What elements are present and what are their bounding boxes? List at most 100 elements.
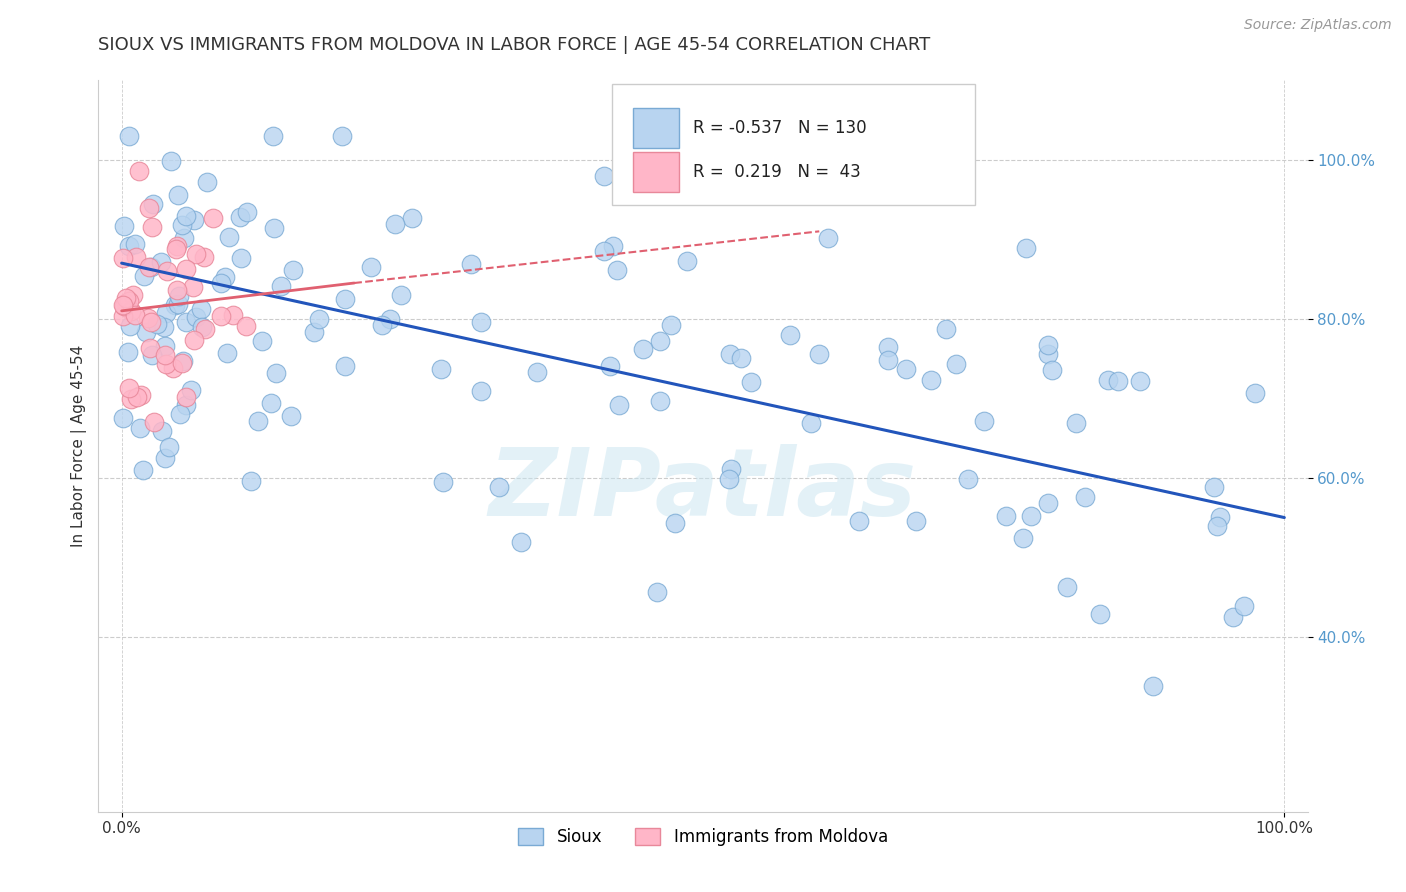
Sioux: [260, 396, 283, 410]
Sioux: [183, 213, 205, 227]
Text: R =  0.219   N =  43: R = 0.219 N = 43: [693, 162, 860, 181]
Sioux: [236, 205, 259, 219]
FancyBboxPatch shape: [633, 108, 679, 148]
Sioux: [877, 353, 900, 368]
Sioux: [488, 480, 510, 494]
Sioux: [1019, 508, 1042, 523]
Sioux: [510, 535, 533, 549]
Sioux: [607, 398, 630, 412]
Sioux: [155, 306, 177, 320]
Sioux: [330, 128, 353, 143]
Text: R = -0.537   N = 130: R = -0.537 N = 130: [693, 119, 868, 136]
Sioux: [252, 334, 274, 349]
Sioux: [141, 348, 163, 362]
Sioux: [526, 365, 548, 379]
Sioux: [401, 211, 423, 225]
Sioux: [920, 373, 942, 387]
Sioux: [720, 461, 742, 475]
Sioux: [470, 315, 492, 329]
Sioux: [1088, 607, 1111, 621]
Sioux: [262, 128, 284, 143]
Sioux: [470, 384, 492, 398]
Sioux: [1056, 581, 1078, 595]
Sioux: [153, 339, 176, 353]
Sioux: [174, 315, 197, 329]
Sioux: [302, 325, 325, 339]
Legend: Sioux, Immigrants from Moldova: Sioux, Immigrants from Moldova: [510, 820, 896, 855]
Sioux: [371, 318, 394, 333]
Immigrants from Moldova: [172, 356, 194, 370]
Sioux: [218, 230, 240, 244]
FancyBboxPatch shape: [633, 152, 679, 192]
Immigrants from Moldova: [211, 309, 233, 323]
Sioux: [117, 345, 139, 359]
Sioux: [176, 398, 198, 412]
Sioux: [246, 414, 269, 428]
Sioux: [1205, 519, 1227, 533]
Sioux: [333, 359, 356, 373]
Sioux: [1107, 374, 1129, 388]
Sioux: [132, 268, 155, 283]
Immigrants from Moldova: [174, 262, 197, 277]
Sioux: [281, 262, 304, 277]
Immigrants from Moldova: [141, 219, 163, 234]
Sioux: [160, 154, 183, 169]
Sioux: [280, 409, 302, 424]
Sioux: [173, 231, 195, 245]
Sioux: [1038, 338, 1060, 352]
Immigrants from Moldova: [162, 361, 184, 376]
Sioux: [167, 288, 190, 302]
Immigrants from Moldova: [128, 163, 150, 178]
Sioux: [645, 585, 668, 599]
Sioux: [214, 269, 236, 284]
Immigrants from Moldova: [222, 308, 245, 322]
Sioux: [384, 218, 406, 232]
Immigrants from Moldova: [112, 299, 135, 313]
Sioux: [124, 237, 146, 252]
Sioux: [118, 319, 141, 334]
Text: Source: ZipAtlas.com: Source: ZipAtlas.com: [1244, 18, 1392, 32]
Sioux: [118, 128, 141, 143]
Immigrants from Moldova: [115, 296, 138, 310]
Sioux: [142, 197, 165, 211]
Immigrants from Moldova: [117, 381, 139, 395]
Sioux: [378, 312, 401, 326]
Sioux: [800, 417, 823, 431]
Sioux: [139, 260, 162, 275]
Sioux: [217, 346, 239, 360]
Sioux: [191, 319, 214, 334]
Sioux: [718, 473, 741, 487]
Immigrants from Moldova: [138, 260, 160, 274]
Sioux: [593, 244, 616, 258]
Sioux: [153, 450, 176, 465]
Immigrants from Moldova: [111, 252, 134, 266]
Immigrants from Moldova: [155, 357, 177, 371]
Sioux: [117, 239, 139, 253]
Sioux: [718, 346, 741, 360]
Sioux: [808, 347, 831, 361]
Sioux: [150, 424, 173, 438]
Sioux: [132, 462, 155, 476]
Sioux: [389, 288, 412, 302]
Immigrants from Moldova: [166, 238, 188, 252]
Sioux: [432, 475, 454, 490]
Sioux: [263, 220, 285, 235]
Immigrants from Moldova: [112, 309, 135, 323]
Immigrants from Moldova: [142, 415, 165, 429]
Sioux: [135, 325, 157, 339]
Immigrants from Moldova: [139, 341, 162, 355]
Sioux: [740, 376, 762, 390]
Sioux: [157, 441, 180, 455]
Immigrants from Moldova: [136, 310, 159, 325]
Sioux: [169, 407, 191, 421]
Sioux: [606, 263, 628, 277]
Sioux: [935, 321, 957, 335]
Immigrants from Moldova: [139, 315, 162, 329]
Sioux: [1202, 480, 1225, 494]
Sioux: [1066, 416, 1088, 430]
Immigrants from Moldova: [111, 298, 134, 312]
Immigrants from Moldova: [194, 322, 217, 336]
Sioux: [190, 301, 212, 316]
Sioux: [1142, 679, 1164, 693]
Immigrants from Moldova: [127, 391, 149, 405]
